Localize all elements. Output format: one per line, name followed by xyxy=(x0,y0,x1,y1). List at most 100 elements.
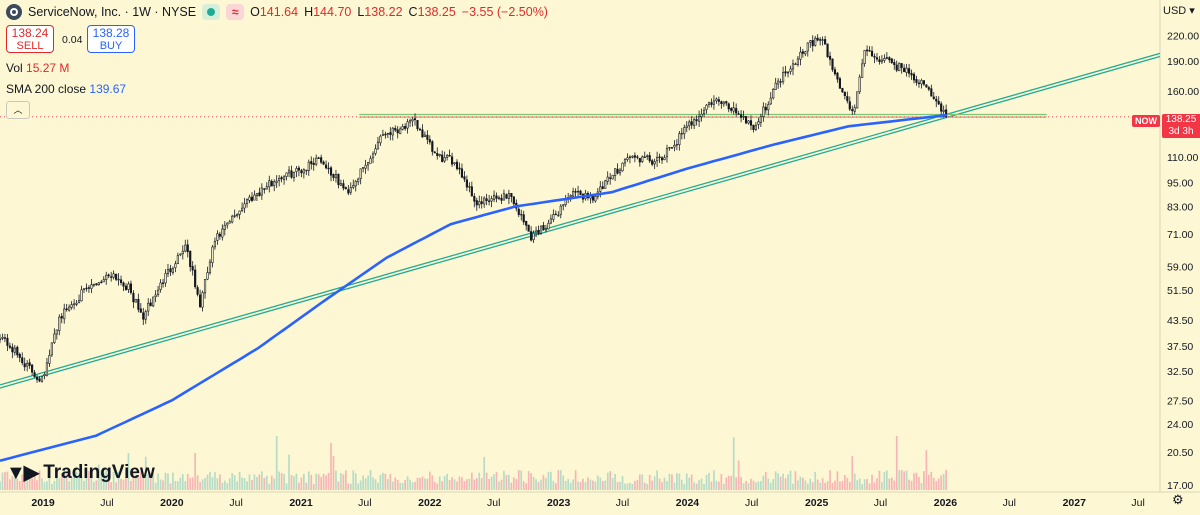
candle-body xyxy=(270,180,273,187)
volume-bar xyxy=(312,483,315,490)
candle xyxy=(325,160,328,170)
candle-body xyxy=(278,177,281,181)
candle-body xyxy=(344,187,347,190)
candle-body xyxy=(38,378,41,382)
candle-body xyxy=(164,273,167,284)
price-tick-label: 27.50 xyxy=(1167,395,1193,407)
candle-body xyxy=(100,281,103,284)
volume-bar xyxy=(661,482,663,490)
candle-body xyxy=(895,64,898,71)
volume-bar xyxy=(4,472,6,490)
volume-bar xyxy=(359,480,362,490)
candle-body xyxy=(846,96,849,102)
volume-bar xyxy=(441,481,444,490)
candle-body xyxy=(161,282,165,284)
wave-icon[interactable]: ≈ xyxy=(226,4,245,20)
candle-body xyxy=(418,128,422,131)
candle-body xyxy=(744,116,748,124)
candle xyxy=(38,376,41,383)
candle xyxy=(381,129,384,136)
candle-body xyxy=(334,174,338,179)
candle xyxy=(243,197,246,213)
sma-legend[interactable]: SMA 200 close 139.67 xyxy=(6,82,126,96)
candle-body xyxy=(90,284,93,289)
volume-bar xyxy=(438,476,441,490)
volume-bar xyxy=(927,474,930,490)
volume-bar xyxy=(937,478,940,490)
volume-bar xyxy=(466,479,468,490)
candle-body xyxy=(369,158,372,164)
volume-bar xyxy=(243,478,246,490)
candle-body xyxy=(791,63,795,70)
gear-icon[interactable]: ⚙ xyxy=(1172,492,1184,507)
sell-button[interactable]: 138.24 SELL xyxy=(6,25,54,53)
candle xyxy=(245,198,249,208)
volume-bar xyxy=(698,479,700,490)
buy-button[interactable]: 138.28 BUY xyxy=(87,25,135,53)
candle xyxy=(13,344,16,356)
candle-body xyxy=(119,279,123,283)
candle-body xyxy=(811,40,814,47)
sma-200-line xyxy=(0,113,947,462)
candle-body xyxy=(930,88,933,97)
volume-bar xyxy=(888,478,891,490)
candle xyxy=(856,91,859,109)
candle xyxy=(893,58,896,70)
candle-body xyxy=(53,333,56,344)
candle-body xyxy=(935,98,938,102)
volume-bar xyxy=(601,481,604,490)
trendline xyxy=(0,52,1161,386)
candle-body xyxy=(660,157,664,161)
candle-body xyxy=(720,101,723,104)
candle xyxy=(695,115,698,126)
symbol-title[interactable]: ServiceNow, Inc. · 1W · NYSE xyxy=(28,5,197,19)
volume-bar xyxy=(631,483,634,490)
volume-bar xyxy=(545,477,547,490)
volume-bar xyxy=(16,478,19,490)
candle xyxy=(673,140,676,152)
candle xyxy=(35,374,39,383)
volume-bar xyxy=(75,471,78,490)
volume-bar xyxy=(152,471,155,490)
time-tick-label: 2024 xyxy=(676,497,700,509)
candle-body xyxy=(831,58,834,70)
candle xyxy=(702,106,706,117)
currency-selector[interactable]: USD ▾ xyxy=(1163,5,1195,17)
volume-bar xyxy=(256,476,258,490)
candle-body xyxy=(903,67,906,73)
volume-bar xyxy=(708,472,710,490)
candle-body xyxy=(786,71,790,74)
candle-body xyxy=(391,127,394,136)
candle xyxy=(362,167,365,173)
tradingview-logo[interactable]: ▼▶ TradingView xyxy=(6,460,155,485)
volume-bar xyxy=(685,473,688,490)
chevron-up-icon[interactable]: ︿ xyxy=(6,101,30,119)
volume-bar xyxy=(755,482,757,490)
candle-body xyxy=(295,168,298,172)
volume-bar xyxy=(720,473,723,490)
volume-legend[interactable]: Vol 15.27 M xyxy=(6,61,69,75)
volume-bar xyxy=(757,481,760,490)
volume-bar xyxy=(905,470,908,490)
candle xyxy=(873,53,876,64)
candle-body xyxy=(436,153,439,156)
candle xyxy=(510,193,513,203)
candle-body xyxy=(774,82,777,90)
candle-body xyxy=(50,342,53,356)
candle-body xyxy=(702,109,706,115)
candle xyxy=(241,202,244,213)
candle-body xyxy=(453,162,456,165)
market-status-icon[interactable] xyxy=(202,4,221,20)
candle-body xyxy=(290,170,293,178)
candle xyxy=(483,196,486,208)
candle-body xyxy=(512,196,515,205)
candle xyxy=(698,110,701,127)
volume-bar xyxy=(643,482,646,490)
volume-bar xyxy=(458,476,461,490)
price-tick-label: 51.50 xyxy=(1167,285,1193,297)
candle-body xyxy=(616,168,619,174)
volume-bar xyxy=(112,471,115,490)
candle-body xyxy=(646,155,649,157)
